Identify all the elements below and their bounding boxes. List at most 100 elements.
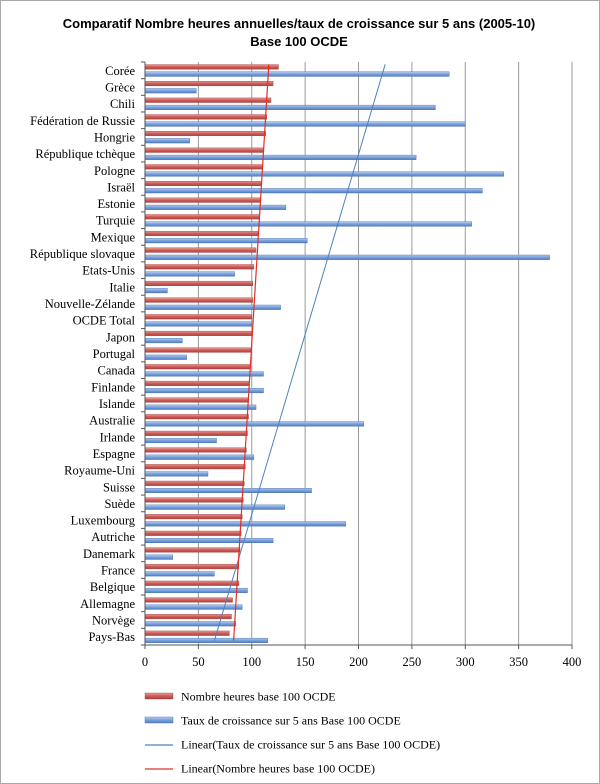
bar-hours — [144, 197, 261, 203]
bar-growth — [144, 338, 183, 344]
bar-growth — [144, 138, 191, 144]
bar-growth — [144, 304, 281, 310]
bar-hours — [144, 214, 260, 220]
bar-hours — [144, 580, 240, 586]
bar-growth — [144, 454, 255, 460]
bar-growth — [144, 254, 550, 260]
bar-hours — [144, 347, 251, 353]
bar-hours — [144, 230, 259, 236]
category-label: Estonie — [98, 197, 136, 211]
category-label: Italie — [109, 280, 135, 294]
bar-hours — [144, 614, 232, 620]
bar-hours — [144, 364, 250, 370]
category-label: Espagne — [93, 447, 136, 461]
category-label: Islande — [99, 397, 136, 411]
bar-hours — [144, 264, 255, 270]
bar-growth — [144, 321, 252, 327]
bar-growth — [144, 637, 268, 643]
category-label: Grèce — [105, 80, 135, 94]
category-label: Chili — [110, 97, 136, 111]
bar-hours — [144, 97, 272, 103]
legend-label: Nombre heures base 100 OCDE — [181, 690, 336, 704]
bar-growth — [144, 521, 346, 527]
category-label: Finlande — [91, 380, 135, 394]
category-label: Etats-Unis — [82, 264, 135, 278]
chart-subtitle: Base 100 OCDE — [250, 34, 348, 49]
category-label: Fédération de Russie — [30, 114, 135, 128]
bars — [144, 64, 550, 643]
category-label: Suède — [104, 497, 135, 511]
bar-hours — [144, 514, 243, 520]
bar-hours — [144, 414, 249, 420]
bar-growth — [144, 104, 436, 110]
category-label: Pologne — [94, 164, 135, 178]
x-tick-label: 200 — [349, 655, 368, 669]
bar-growth — [144, 238, 308, 244]
bar-hours — [144, 497, 244, 503]
x-tick-label: 0 — [142, 655, 148, 669]
trendline-hours — [233, 64, 270, 641]
bar-hours — [144, 464, 246, 470]
bar-hours — [144, 81, 274, 87]
category-label: Autriche — [91, 530, 135, 544]
category-label: Turquie — [96, 214, 136, 228]
category-label: Mexique — [91, 230, 136, 244]
bar-hours — [144, 280, 254, 286]
category-label: Hongrie — [94, 130, 135, 144]
bar-hours — [144, 247, 257, 253]
bar-growth — [144, 388, 264, 394]
bar-growth — [144, 587, 248, 593]
trendlines — [213, 64, 386, 641]
bar-growth — [144, 71, 450, 77]
x-tick-label: 400 — [563, 655, 582, 669]
legend-label: Linear(Taux de croissance sur 5 ans Base… — [181, 738, 440, 752]
x-tick-label: 150 — [296, 655, 315, 669]
bar-growth — [144, 471, 209, 477]
bar-hours — [144, 297, 254, 303]
category-label: Portugal — [93, 347, 136, 361]
bar-hours — [144, 380, 249, 386]
bar-growth — [144, 504, 286, 510]
bar-growth — [144, 121, 466, 127]
category-label: Australie — [89, 414, 135, 428]
chart-title: Comparatif Nombre heures annuelles/taux … — [62, 16, 536, 31]
bar-hours — [144, 430, 248, 436]
x-tick-label: 250 — [403, 655, 422, 669]
x-tick-label: 100 — [242, 655, 261, 669]
bar-growth — [144, 571, 215, 577]
category-label: Japon — [106, 330, 136, 344]
category-label: Danemark — [83, 547, 136, 561]
category-label: OCDE Total — [73, 314, 136, 328]
bar-growth — [144, 171, 504, 177]
tick-labels: 0 50 100 150 200 250 300 350 400 — [142, 655, 582, 669]
bar-hours — [144, 164, 263, 170]
bar-hours — [144, 131, 266, 137]
bar-growth — [144, 288, 168, 294]
x-tick-label: 300 — [456, 655, 475, 669]
bar-growth — [144, 154, 417, 160]
bar-growth — [144, 371, 264, 377]
legend-label: Linear(Nombre heures base 100 OCDE) — [181, 762, 375, 776]
bar-growth — [144, 88, 197, 94]
bar-hours — [144, 480, 245, 486]
bar-hours — [144, 397, 249, 403]
category-label: Irlande — [100, 430, 136, 444]
category-label: Nouvelle-Zélande — [45, 297, 136, 311]
bar-growth — [144, 554, 173, 560]
bar-hours — [144, 314, 252, 320]
legend-swatch-growth — [144, 716, 174, 724]
category-label: Pays-Bas — [88, 630, 135, 644]
bar-growth — [144, 538, 274, 544]
x-tick-label: 350 — [509, 655, 528, 669]
axes — [141, 61, 573, 649]
bar-hours — [144, 530, 242, 536]
bar-growth — [144, 404, 257, 410]
category-label: Royaume-Uni — [64, 464, 135, 478]
category-label: Luxembourg — [71, 514, 136, 528]
bar-growth — [144, 354, 187, 360]
bar-hours — [144, 597, 233, 603]
bar-hours — [144, 330, 252, 336]
bar-growth — [144, 421, 365, 427]
